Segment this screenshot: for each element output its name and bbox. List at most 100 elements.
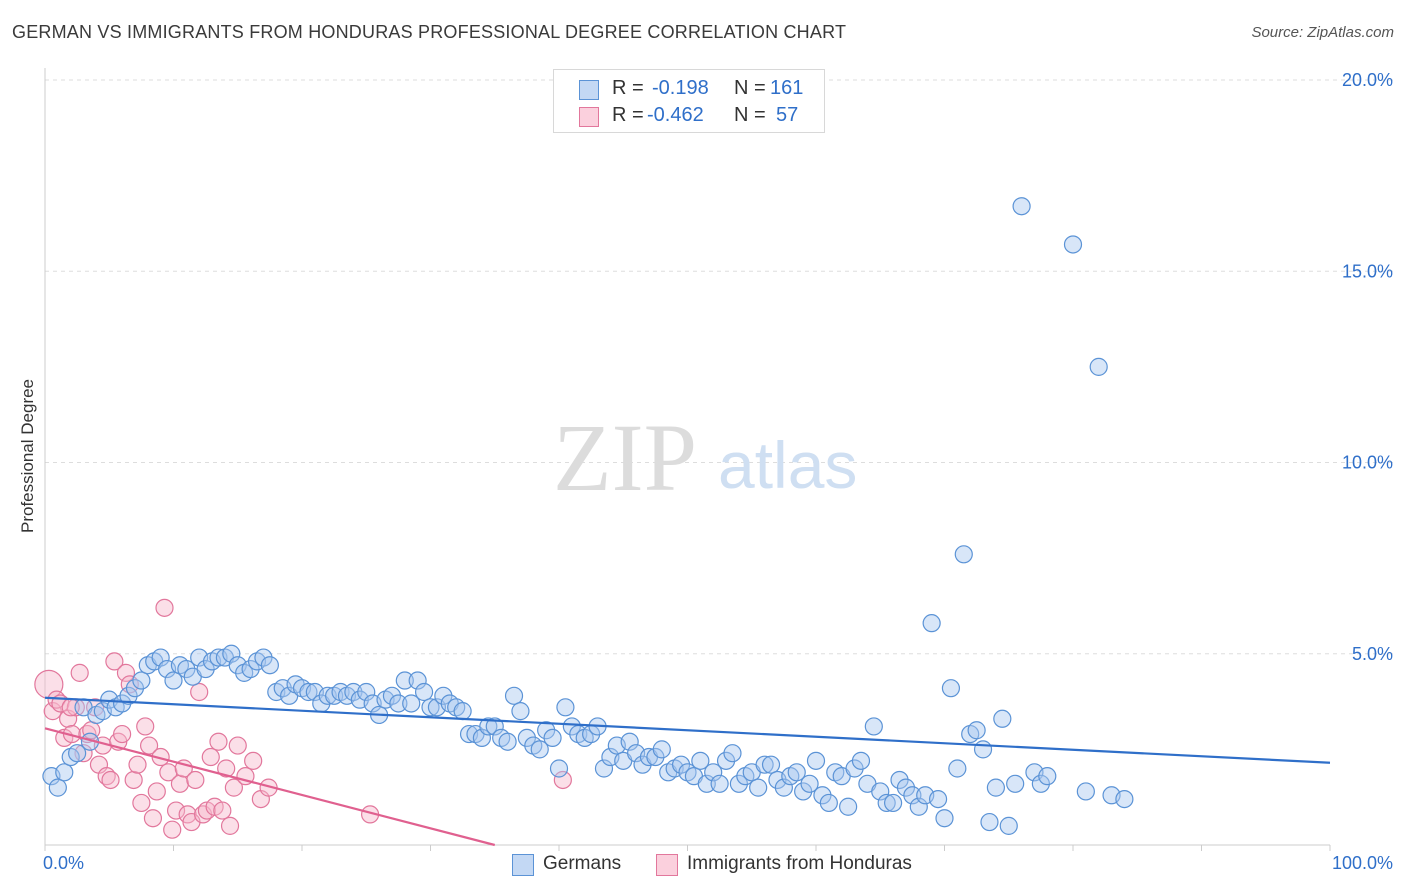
germans-point [421, 698, 440, 717]
germans-point [68, 744, 87, 763]
germans-point [935, 809, 954, 828]
legend-n-value: 161 [770, 77, 804, 99]
honduras-point [70, 663, 89, 682]
germans-point [993, 709, 1012, 728]
honduras-point [224, 778, 243, 797]
germans-swatch [579, 80, 599, 100]
honduras-point [217, 759, 236, 778]
watermark-zip: ZIP [553, 404, 697, 511]
germans-point [620, 732, 639, 751]
germans-point [1006, 774, 1025, 793]
germans-point [1076, 782, 1095, 801]
honduras-point [43, 702, 62, 721]
germans-point [755, 755, 774, 774]
x-tick-label-max: 100.0% [1332, 853, 1393, 873]
honduras-point [112, 724, 132, 744]
legend-row-germans: R = -0.198 N = 161 [554, 75, 824, 101]
germans-point [164, 671, 183, 690]
germans-point [402, 694, 421, 713]
germans-point [980, 812, 999, 832]
germans-point [800, 774, 819, 793]
germans-point [877, 793, 896, 813]
y-tick-label: 5.0% [1352, 644, 1393, 664]
honduras-point [220, 816, 240, 835]
y-tick-label: 20.0% [1342, 70, 1393, 90]
honduras-point [190, 682, 209, 702]
honduras-point [186, 770, 205, 790]
germans-point [697, 774, 716, 793]
germans-point [556, 698, 575, 717]
honduras-point [101, 770, 120, 790]
germans-point [871, 782, 890, 801]
germans-point [479, 717, 498, 736]
germans-point [839, 797, 858, 816]
germans-point [530, 740, 549, 759]
chart-title: GERMAN VS IMMIGRANTS FROM HONDURAS PROFE… [12, 22, 847, 42]
germans-point [928, 789, 948, 809]
honduras-point [132, 793, 151, 813]
germans-point [723, 744, 742, 763]
germans-point [132, 671, 151, 690]
germans-point [774, 778, 793, 797]
germans-point [948, 759, 967, 778]
honduras-swatch [579, 107, 599, 127]
honduras-point [128, 755, 147, 774]
germans-point [498, 732, 517, 751]
honduras-point [136, 717, 155, 736]
honduras-point [147, 782, 166, 801]
legend-n-value: 57 [776, 104, 799, 126]
germans-point [543, 728, 562, 748]
germans-point [389, 694, 408, 713]
stats-legend: R = -0.198 N = 161 R = -0.462 N = 57 [553, 69, 825, 133]
germans-point [967, 721, 986, 740]
honduras-point [228, 736, 247, 755]
germans-point [954, 545, 973, 564]
germans-point [222, 644, 241, 663]
germans-points [42, 197, 1134, 835]
x-tick-label-min: 0.0% [43, 853, 84, 873]
germans-point [973, 740, 993, 759]
legend-r-label: R = [612, 104, 644, 126]
honduras-point [124, 770, 143, 790]
honduras-point [159, 763, 178, 782]
germans-point [1063, 235, 1083, 254]
germans-legend-swatch [512, 854, 534, 876]
germans-point [986, 778, 1006, 797]
germans-point [710, 774, 729, 793]
source-credit: Source: ZipAtlas.com [1251, 24, 1394, 41]
germans-point [903, 786, 922, 805]
honduras-point [201, 747, 220, 767]
germans-point [511, 702, 530, 721]
honduras-legend-label: Immigrants from Honduras [687, 853, 912, 874]
germans-point [883, 793, 903, 813]
germans-point [999, 816, 1018, 835]
honduras-point [213, 801, 232, 820]
legend-n-label: N = [734, 104, 766, 126]
legend-r-value: -0.462 [647, 104, 704, 126]
honduras-point [163, 820, 182, 839]
germans-point [761, 755, 781, 774]
germans-point [395, 671, 414, 690]
germans-point [55, 763, 74, 782]
legend-r-label: R = [612, 77, 644, 99]
germans-point [504, 686, 524, 705]
honduras-legend-swatch [656, 854, 678, 876]
germans-point [408, 671, 427, 690]
germans-point [851, 751, 871, 770]
honduras-trend-line [44, 727, 496, 847]
germans-point [1115, 789, 1134, 809]
germans-point [151, 648, 170, 667]
legend-row-honduras: R = -0.462 N = 57 [554, 102, 824, 128]
germans-point [691, 751, 710, 770]
watermark-atlas: atlas [718, 428, 857, 502]
germans-point [909, 797, 928, 816]
honduras-points [34, 598, 572, 839]
germans-point [787, 763, 806, 782]
y-tick-label: 15.0% [1342, 261, 1393, 281]
germans-point [414, 682, 434, 702]
germans-trend-line [44, 696, 1331, 764]
germans-point [485, 717, 504, 736]
honduras-point [553, 770, 572, 790]
germans-point [299, 682, 318, 702]
germans-point [260, 656, 279, 675]
